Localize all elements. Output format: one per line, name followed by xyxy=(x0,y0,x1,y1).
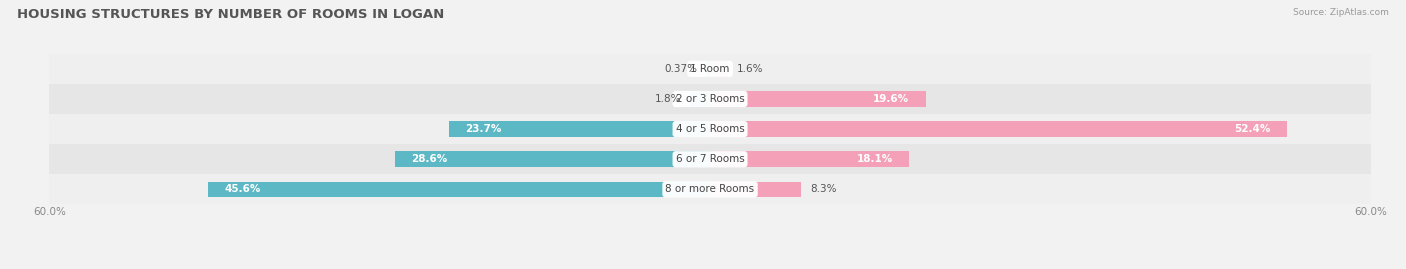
Bar xyxy=(49,84,1371,114)
Bar xyxy=(49,54,1371,84)
Bar xyxy=(706,61,710,77)
Text: Source: ZipAtlas.com: Source: ZipAtlas.com xyxy=(1294,8,1389,17)
Text: 1 Room: 1 Room xyxy=(690,64,730,74)
Bar xyxy=(710,182,801,197)
Text: 2 or 3 Rooms: 2 or 3 Rooms xyxy=(676,94,744,104)
Text: 0.37%: 0.37% xyxy=(664,64,697,74)
Bar xyxy=(49,174,1371,204)
Bar xyxy=(49,114,1371,144)
Text: 6 or 7 Rooms: 6 or 7 Rooms xyxy=(676,154,744,164)
Text: 45.6%: 45.6% xyxy=(225,184,260,194)
Bar xyxy=(395,151,710,167)
Bar xyxy=(710,61,728,77)
Text: 28.6%: 28.6% xyxy=(412,154,447,164)
Text: 8.3%: 8.3% xyxy=(810,184,837,194)
Bar xyxy=(710,91,927,107)
Bar xyxy=(208,182,710,197)
Text: 52.4%: 52.4% xyxy=(1234,124,1271,134)
Text: 1.8%: 1.8% xyxy=(655,94,682,104)
Bar xyxy=(690,91,710,107)
Bar xyxy=(710,151,910,167)
Bar xyxy=(49,144,1371,174)
Text: 18.1%: 18.1% xyxy=(856,154,893,164)
Text: 8 or more Rooms: 8 or more Rooms xyxy=(665,184,755,194)
Bar xyxy=(449,121,710,137)
Text: 19.6%: 19.6% xyxy=(873,94,910,104)
Bar xyxy=(710,121,1286,137)
Text: HOUSING STRUCTURES BY NUMBER OF ROOMS IN LOGAN: HOUSING STRUCTURES BY NUMBER OF ROOMS IN… xyxy=(17,8,444,21)
Text: 4 or 5 Rooms: 4 or 5 Rooms xyxy=(676,124,744,134)
Text: 1.6%: 1.6% xyxy=(737,64,763,74)
Text: 23.7%: 23.7% xyxy=(465,124,502,134)
